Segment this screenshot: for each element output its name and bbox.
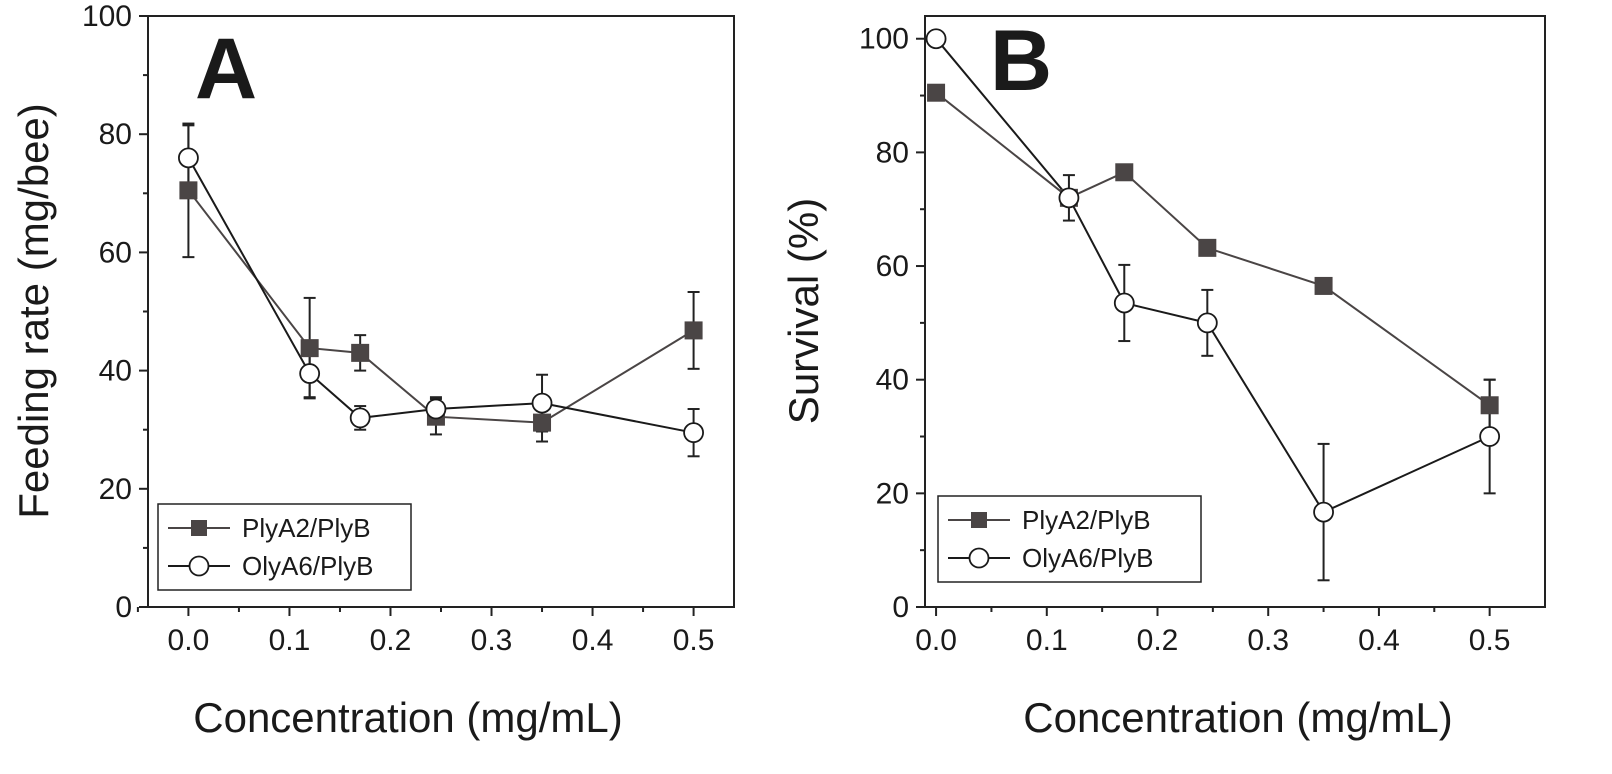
data-point-square-a [351,343,370,362]
series-line-b-1 [935,91,1491,407]
series-line-b-2 [935,38,1491,514]
data-point-square-a [179,181,198,200]
panel-a: 0 20 40 60 80 100 0.0 0.1 0.2 0.3 0.4 0.5 PlyA2/Ply… [10,0,735,741]
data-point-circle-a [349,407,371,429]
data-point-circle-b [1058,187,1080,209]
x-tick-label-a: 0.3 [471,624,513,657]
x-tick-label-b: 0.2 [1137,624,1179,657]
legend-marker-square-a [191,520,207,536]
data-point-square-b [1115,163,1134,182]
y-tick-label-a: 60 [99,236,132,269]
legend-marker-square-b [971,512,987,528]
data-point-square-a [684,321,703,340]
y-axis-title-b: Survival (%) [780,198,827,424]
data-point-circle-b [1479,426,1501,447]
y-tick-label-a: 100 [82,0,132,33]
data-point-square-a [300,339,319,358]
data-point-square-b [927,83,946,102]
y-tick-label-a: 40 [99,355,132,388]
y-tick-label-b: 0 [892,591,909,624]
data-point-circle-a [683,422,704,444]
y-tick-label-b: 80 [876,136,909,169]
series-line-a-2 [187,157,694,434]
x-tick-label-a: 0.1 [269,624,311,657]
x-tick-label-b: 0.3 [1247,624,1289,657]
legend-marker-circle-a [188,555,210,577]
x-tick-label-b: 0.0 [915,624,957,657]
x-tick-label-b: 0.4 [1358,624,1400,657]
legend-label-a: PlyA2/PlyB [242,513,371,543]
panel-b: 0 20 40 60 80 100 0.0 0.1 0.2 0.3 0.4 0.5 PlyA2/Ply… [780,13,1546,741]
data-point-circle-a [299,363,321,384]
y-tick-label-b: 100 [859,23,909,56]
x-tick-label-a: 0.5 [673,624,715,657]
legend-label-a: OlyA6/PlyB [242,551,374,581]
data-point-circle-b [925,28,947,50]
x-tick-label-a: 0.4 [572,624,614,657]
y-tick-label-b: 60 [876,250,909,283]
data-point-circle-a [425,398,447,420]
data-point-square-a [533,413,552,432]
x-tick-label-a: 0.2 [370,624,412,657]
data-point-circle-b [1113,292,1135,314]
y-tick-label-a: 0 [115,591,132,624]
y-tick-label-b: 20 [876,477,909,510]
data-point-circle-a [531,392,553,414]
y-axis-title-a: Feeding rate (mg/bee) [10,103,57,519]
series-line-a-1 [187,189,695,424]
legend-marker-circle-b [968,547,990,569]
x-axis-title-b: Concentration (mg/mL) [1023,694,1453,741]
data-point-circle-b [1196,312,1218,334]
x-tick-label-a: 0.0 [168,624,210,657]
x-axis-title-a: Concentration (mg/mL) [193,694,623,741]
panel-letter-b: B [990,13,1052,109]
y-tick-label-b: 40 [876,364,909,397]
x-tick-label-b: 0.5 [1469,624,1511,657]
data-point-circle-b [1313,501,1334,523]
legend-label-b: OlyA6/PlyB [1022,543,1154,573]
panel-letter-a: A [195,21,257,117]
y-tick-label-a: 20 [99,473,132,506]
data-point-square-b [1198,238,1217,257]
data-point-square-b [1314,276,1333,295]
x-tick-label-b: 0.1 [1026,624,1068,657]
legend-label-b: PlyA2/PlyB [1022,505,1151,535]
data-point-square-b [1480,396,1499,415]
plot-frame-b [924,15,1546,608]
y-tick-label-a: 80 [99,118,132,151]
data-point-circle-a [178,147,199,169]
